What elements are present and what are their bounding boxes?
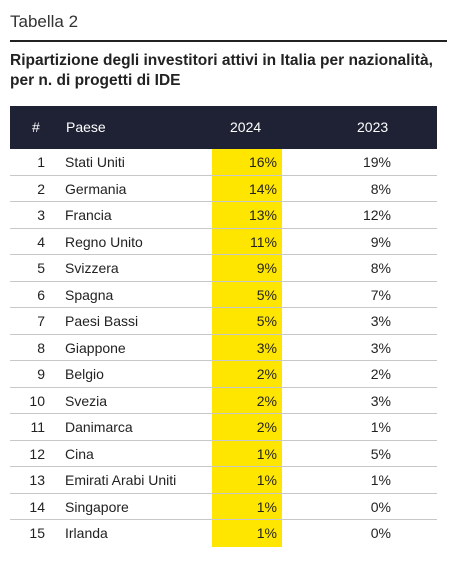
cell-2023: 12% xyxy=(362,207,391,223)
cell-2024: 1% xyxy=(256,525,277,541)
top-rule xyxy=(10,40,447,42)
table-row: 2 Germania 14% 8% xyxy=(10,176,437,202)
cell-2023: 9% xyxy=(370,233,391,250)
cell-2023: 2% xyxy=(370,366,391,382)
cell-num: 11 xyxy=(30,419,45,435)
cell-2024: 2% xyxy=(256,366,277,382)
cell-2023: 19% xyxy=(362,154,391,170)
table-header: # Paese 2024 2023 xyxy=(10,106,437,149)
table-row: 12 Cina 1% 5% xyxy=(10,441,437,467)
cell-num: 13 xyxy=(29,472,45,488)
cell-2024: 5% xyxy=(256,286,277,303)
cell-2023: 5% xyxy=(370,445,391,462)
cell-2024: 11% xyxy=(250,233,277,250)
table-row: 14 Singapore 1% 0% xyxy=(10,494,437,520)
table-label: Tabella 2 xyxy=(10,12,79,31)
cell-2024: 3% xyxy=(256,339,277,356)
cell-num: 5 xyxy=(37,260,45,276)
cell-paese: Spagna xyxy=(65,286,114,303)
cell-paese: Regno Unito xyxy=(65,233,143,250)
table-body: 1 Stati Uniti 16% 19% 2 Germania 14% 8% … xyxy=(10,149,437,547)
cell-paese: Belgio xyxy=(65,366,104,382)
cell-2024: 1% xyxy=(256,498,277,515)
table-row: 5 Svizzera 9% 8% xyxy=(10,255,437,282)
cell-2024: 2% xyxy=(256,392,277,409)
table-row: 9 Belgio 2% 2% xyxy=(10,361,437,388)
table-row: 15 Irlanda 1% 0% xyxy=(10,520,437,547)
cell-paese: Svezia xyxy=(65,392,108,409)
cell-2023: 7% xyxy=(370,286,391,303)
table-row: 10 Svezia 2% 3% xyxy=(10,388,437,414)
header-2024: 2024 xyxy=(230,119,262,135)
table-row: 11 Danimarca 2% 1% xyxy=(10,414,437,441)
cell-paese: Svizzera xyxy=(65,260,119,276)
cell-paese: Danimarca xyxy=(65,419,133,435)
column-2024-highlight xyxy=(212,149,282,547)
cell-2023: 3% xyxy=(370,339,391,356)
table-row: 7 Paesi Bassi 5% 3% xyxy=(10,308,437,335)
header-num: # xyxy=(32,119,40,135)
cell-num: 3 xyxy=(37,207,45,223)
cell-num: 4 xyxy=(37,233,45,250)
cell-2024: 16% xyxy=(248,154,277,170)
cell-num: 12 xyxy=(29,445,45,462)
cell-num: 7 xyxy=(37,313,45,329)
cell-paese: Emirati Arabi Uniti xyxy=(65,472,177,488)
cell-2024: 2% xyxy=(256,419,277,435)
cell-paese: Giappone xyxy=(65,339,126,356)
cell-2023: 8% xyxy=(370,260,391,276)
cell-2024: 1% xyxy=(256,445,277,462)
table-title: Ripartizione degli investitori attivi in… xyxy=(10,52,433,89)
cell-num: 1 xyxy=(37,154,45,170)
cell-num: 8 xyxy=(37,339,45,356)
cell-2024: 14% xyxy=(248,180,277,197)
header-paese: Paese xyxy=(66,119,106,135)
cell-num: 9 xyxy=(37,366,45,382)
header-2023: 2023 xyxy=(357,119,389,135)
cell-num: 6 xyxy=(37,286,45,303)
table-row: 8 Giappone 3% 3% xyxy=(10,335,437,361)
cell-2023: 3% xyxy=(370,313,391,329)
cell-2023: 0% xyxy=(370,498,391,515)
cell-num: 14 xyxy=(29,498,45,515)
cell-2023: 8% xyxy=(370,180,391,197)
cell-paese: Germania xyxy=(65,180,127,197)
table-row: 6 Spagna 5% 7% xyxy=(10,282,437,308)
cell-2023: 1% xyxy=(370,419,391,435)
cell-num: 15 xyxy=(29,525,45,541)
table-row: 13 Emirati Arabi Uniti 1% 1% xyxy=(10,467,437,494)
cell-num: 10 xyxy=(29,392,45,409)
cell-2024: 9% xyxy=(256,260,277,276)
cell-paese: Francia xyxy=(65,207,112,223)
cell-2024: 1% xyxy=(256,472,277,488)
cell-paese: Cina xyxy=(65,445,94,462)
table-row: 4 Regno Unito 11% 9% xyxy=(10,229,437,255)
table-row: 1 Stati Uniti 16% 19% xyxy=(10,149,437,176)
cell-paese: Singapore xyxy=(65,498,129,515)
cell-paese: Paesi Bassi xyxy=(65,313,139,329)
cell-2024: 5% xyxy=(256,313,277,329)
cell-2023: 3% xyxy=(370,392,391,409)
cell-2024: 13% xyxy=(248,207,277,223)
cell-paese: Stati Uniti xyxy=(65,154,125,170)
table-row: 3 Francia 13% 12% xyxy=(10,202,437,229)
cell-num: 2 xyxy=(37,180,45,197)
cell-paese: Irlanda xyxy=(65,525,108,541)
cell-2023: 0% xyxy=(370,525,391,541)
cell-2023: 1% xyxy=(370,472,391,488)
